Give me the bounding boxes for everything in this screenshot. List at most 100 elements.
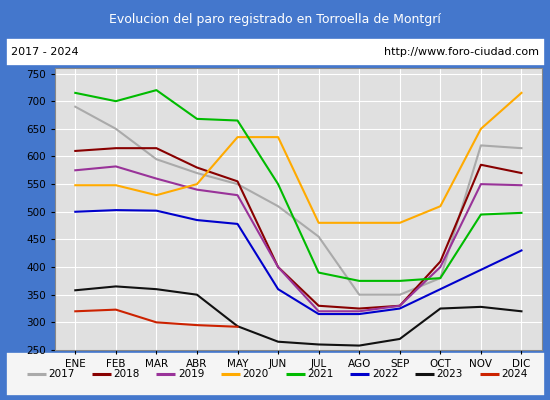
2021 [153, 88, 159, 92]
2021 [234, 118, 241, 123]
2018 [518, 171, 525, 176]
Text: 2021: 2021 [307, 369, 334, 379]
2023 [194, 292, 200, 297]
2021 [72, 90, 79, 95]
Line: 2024: 2024 [75, 310, 238, 327]
2020 [437, 204, 444, 209]
2019 [397, 303, 403, 308]
2019 [437, 265, 444, 270]
Line: 2021: 2021 [75, 90, 521, 281]
2019 [356, 309, 362, 314]
2022 [315, 312, 322, 316]
2022 [72, 209, 79, 214]
2022 [153, 208, 159, 213]
2018 [356, 306, 362, 311]
2021 [397, 278, 403, 283]
2017 [437, 276, 444, 280]
Text: 2024: 2024 [502, 369, 528, 379]
2021 [275, 182, 282, 186]
2018 [194, 165, 200, 170]
Text: http://www.foro-ciudad.com: http://www.foro-ciudad.com [384, 47, 539, 57]
2024 [113, 307, 119, 312]
2018 [315, 303, 322, 308]
2020 [234, 135, 241, 140]
2019 [72, 168, 79, 173]
2021 [315, 270, 322, 275]
2018 [72, 148, 79, 153]
2017 [234, 182, 241, 186]
Text: 2018: 2018 [113, 369, 140, 379]
Text: 2017 - 2024: 2017 - 2024 [11, 47, 79, 57]
2020 [72, 183, 79, 188]
2022 [234, 222, 241, 226]
2024 [153, 320, 159, 325]
2024 [194, 323, 200, 328]
2017 [72, 104, 79, 109]
2021 [113, 99, 119, 104]
Line: 2020: 2020 [75, 93, 521, 223]
2018 [234, 179, 241, 184]
2019 [315, 309, 322, 314]
2018 [437, 259, 444, 264]
2017 [153, 157, 159, 162]
2021 [356, 278, 362, 283]
2023 [315, 342, 322, 347]
2021 [477, 212, 484, 217]
2018 [275, 265, 282, 270]
2017 [477, 143, 484, 148]
2017 [194, 171, 200, 176]
Line: 2022: 2022 [75, 210, 521, 314]
2020 [477, 126, 484, 131]
2023 [356, 343, 362, 348]
2020 [194, 182, 200, 186]
Line: 2017: 2017 [75, 107, 521, 295]
2023 [113, 284, 119, 289]
2019 [518, 183, 525, 188]
Text: 2023: 2023 [437, 369, 463, 379]
2022 [356, 312, 362, 316]
2020 [397, 220, 403, 225]
2023 [397, 336, 403, 341]
2018 [397, 303, 403, 308]
2023 [518, 309, 525, 314]
2017 [275, 204, 282, 209]
2019 [194, 187, 200, 192]
Text: 2017: 2017 [48, 369, 75, 379]
2020 [275, 135, 282, 140]
2018 [113, 146, 119, 150]
2023 [234, 324, 241, 329]
2018 [153, 146, 159, 150]
2023 [153, 287, 159, 292]
2020 [518, 90, 525, 95]
Text: 2019: 2019 [178, 369, 205, 379]
2022 [477, 268, 484, 272]
Line: 2023: 2023 [75, 286, 521, 346]
2017 [315, 234, 322, 239]
Text: Evolucion del paro registrado en Torroella de Montgrí: Evolucion del paro registrado en Torroel… [109, 14, 441, 26]
2019 [477, 182, 484, 186]
2022 [194, 218, 200, 222]
2017 [397, 292, 403, 297]
2019 [113, 164, 119, 169]
2023 [72, 288, 79, 293]
Line: 2018: 2018 [75, 148, 521, 308]
2017 [113, 126, 119, 131]
2021 [194, 116, 200, 121]
2022 [437, 287, 444, 292]
2022 [113, 208, 119, 212]
2020 [153, 193, 159, 198]
Text: 2022: 2022 [372, 369, 398, 379]
2020 [356, 220, 362, 225]
2024 [234, 324, 241, 329]
2021 [437, 276, 444, 280]
2022 [275, 287, 282, 292]
2020 [315, 220, 322, 225]
2019 [234, 193, 241, 198]
2023 [437, 306, 444, 311]
2023 [275, 339, 282, 344]
2024 [72, 309, 79, 314]
2020 [113, 183, 119, 188]
2019 [275, 265, 282, 270]
Text: 2020: 2020 [243, 369, 269, 379]
2018 [477, 162, 484, 167]
